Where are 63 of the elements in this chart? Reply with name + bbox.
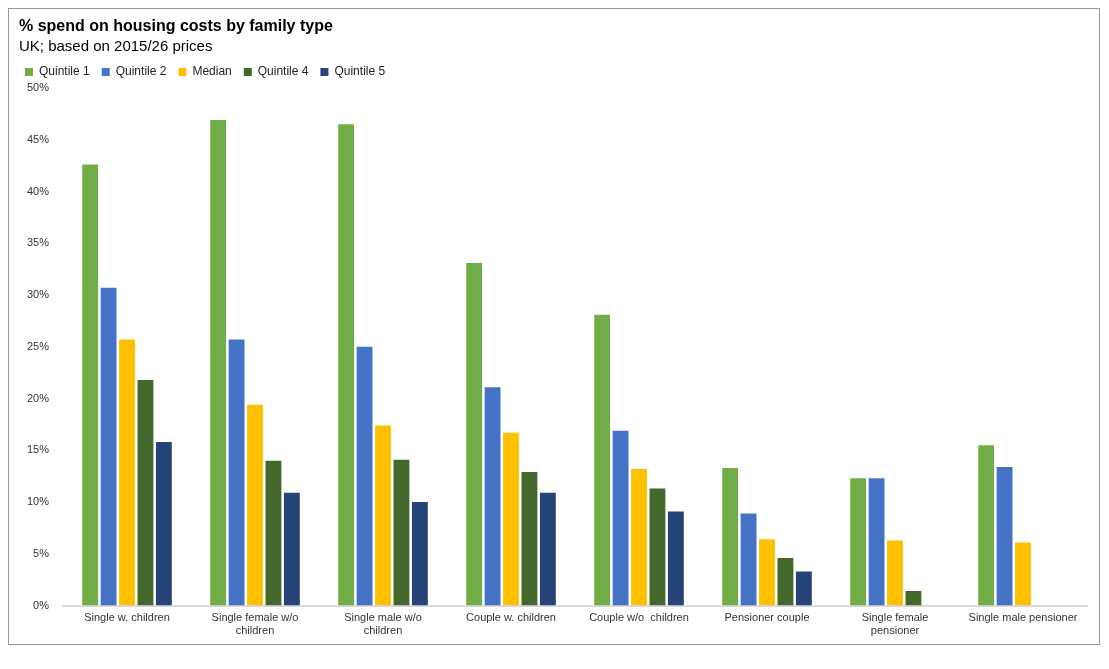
legend-label: Quintile 5 [334, 64, 386, 79]
bar [338, 124, 355, 606]
y-tick-label: 30% [26, 288, 50, 301]
bar [100, 287, 117, 606]
x-tick-label: Single female w/o children [211, 611, 299, 637]
y-tick-label: 40% [26, 184, 50, 197]
bar [119, 339, 135, 606]
bar [265, 460, 282, 606]
legend-label: Quintile 4 [257, 64, 309, 79]
x-tick-label: Single female pensioner [861, 611, 929, 637]
bar [887, 540, 903, 606]
legend-label: Quintile 2 [115, 64, 167, 79]
bar [137, 379, 154, 606]
x-tick-label: Single male w/o children [344, 611, 422, 637]
x-tick-label: Couple w. children [466, 611, 556, 624]
bar [667, 511, 684, 606]
bar [850, 478, 867, 606]
y-tick-label: 35% [26, 236, 50, 249]
bar [283, 492, 300, 606]
bar [795, 571, 812, 606]
bar [978, 445, 995, 606]
chart-title: % spend on housing costs by family type [18, 17, 334, 35]
y-tick-label: 0% [33, 598, 50, 611]
bar [228, 339, 245, 606]
bar [356, 346, 373, 606]
y-tick-label: 50% [26, 81, 50, 94]
y-tick-label: 20% [26, 391, 50, 404]
bar [740, 513, 757, 606]
legend-label: Median [192, 64, 232, 79]
x-tick-label: Single w. children [84, 611, 170, 624]
x-tick-label: Single male pensioner [968, 611, 1078, 624]
bar [905, 591, 922, 606]
bar [594, 314, 611, 606]
bar [247, 404, 263, 606]
y-tick-label: 45% [26, 132, 50, 145]
y-tick-label: 5% [33, 546, 50, 559]
y-tick-label: 10% [26, 495, 50, 508]
bar [375, 425, 391, 606]
bar [996, 466, 1013, 606]
legend-label: Quintile 1 [39, 64, 91, 79]
bar [155, 442, 172, 606]
x-tick-label: Couple w/o children [589, 611, 689, 624]
y-tick-label: 25% [26, 339, 50, 352]
bar [1015, 542, 1031, 606]
bar [759, 539, 775, 606]
bar [777, 557, 794, 606]
bar [466, 262, 483, 606]
bar [503, 432, 519, 606]
bar [868, 478, 885, 606]
bar [484, 387, 501, 606]
bar [539, 492, 556, 606]
y-tick-label: 15% [26, 443, 50, 456]
bar [82, 164, 99, 606]
bar [649, 488, 666, 606]
x-tick-label: Pensioner couple [724, 611, 810, 624]
bar [411, 502, 428, 606]
chart-subtitle: UK; based on 2015/26 prices [18, 37, 214, 54]
bar [722, 467, 739, 606]
bar [631, 468, 647, 606]
bar [393, 459, 410, 606]
bar [612, 430, 629, 606]
bar [210, 120, 227, 606]
bar [521, 472, 538, 606]
